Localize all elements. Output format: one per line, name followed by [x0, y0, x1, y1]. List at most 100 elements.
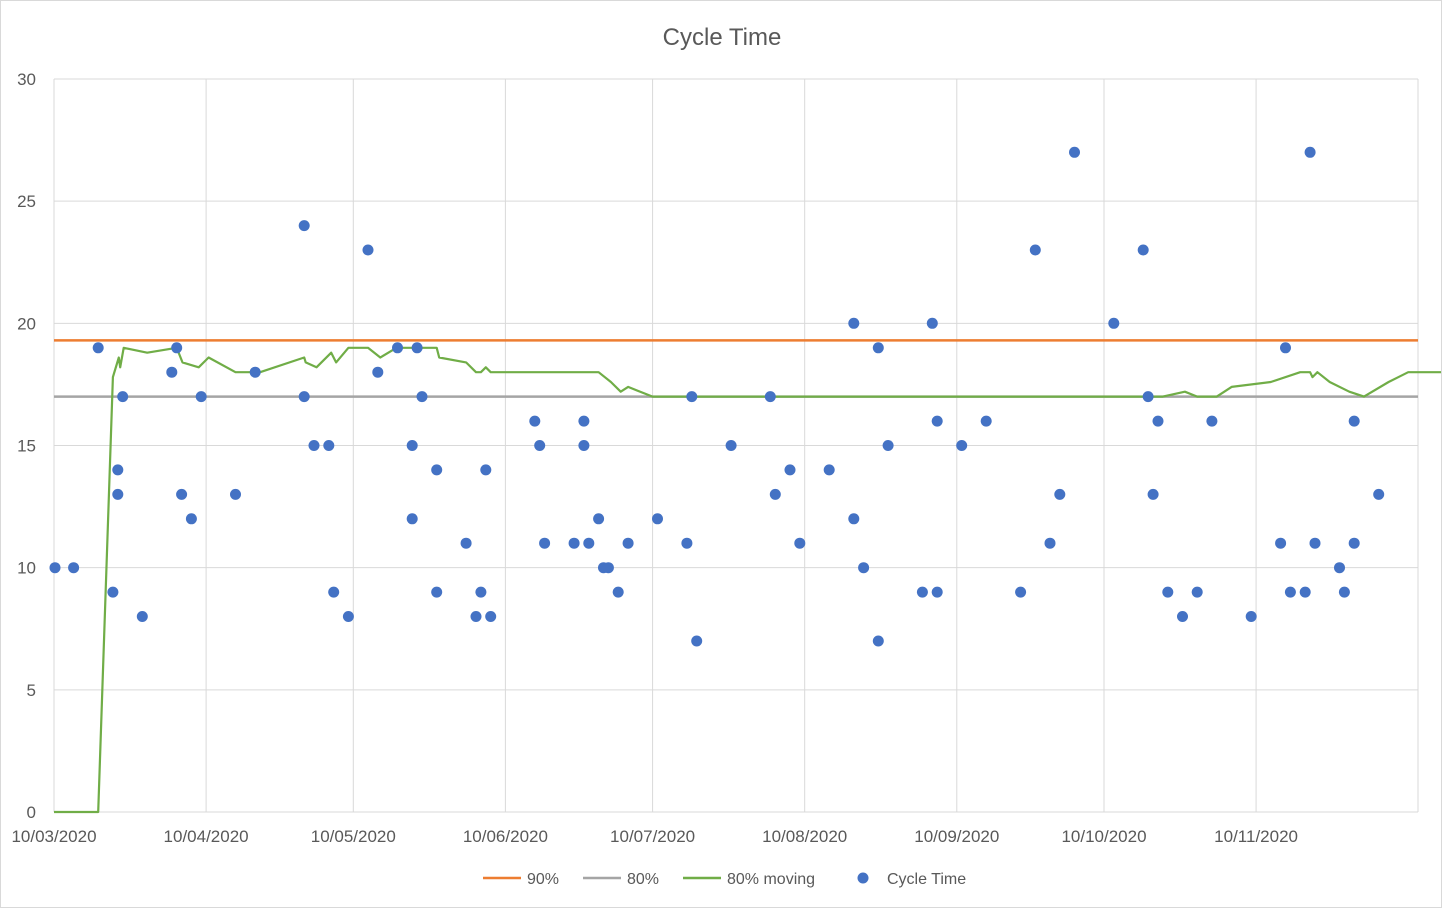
cycle-time-point	[1309, 537, 1321, 549]
cycle-time-point	[593, 513, 605, 525]
cycle-time-point	[1108, 317, 1120, 329]
cycle-time-point	[872, 342, 884, 354]
x-tick-label: 10/04/2020	[164, 827, 249, 846]
x-tick-label: 10/11/2020	[1214, 827, 1298, 846]
cycle-time-point	[882, 440, 894, 451]
cycle-time-point	[539, 537, 551, 549]
legend-label: 90%	[527, 871, 559, 888]
cycle-time-point	[1054, 488, 1066, 500]
cycle-time-point	[602, 562, 614, 574]
cycle-time-point	[583, 537, 595, 549]
gridlines	[53, 78, 1419, 813]
x-tick-label: 10/09/2020	[914, 827, 999, 846]
cycle-time-point	[1137, 244, 1149, 256]
cycle-time-point	[136, 611, 148, 622]
y-tick-label: 15	[17, 437, 36, 456]
x-tick-label: 10/06/2020	[463, 827, 548, 846]
cycle-time-point	[411, 342, 423, 354]
y-tick-label: 25	[17, 192, 36, 211]
cycle-time-point	[392, 342, 403, 354]
cycle-time-point	[1177, 611, 1188, 622]
cycle-time-point	[784, 464, 796, 476]
legend: 90% 80% 80% moving Cycle Time	[483, 871, 966, 888]
cycle-time-point	[980, 415, 992, 427]
cycle-time-point	[112, 488, 124, 500]
y-tick-label: 20	[17, 314, 36, 333]
cycle-time-point	[176, 488, 188, 500]
cycle-time-point	[681, 537, 693, 549]
cycle-time-point	[372, 366, 384, 378]
cycle-time-point	[230, 488, 241, 500]
cycle-time-point	[1348, 415, 1360, 427]
cycle-time-point	[308, 440, 320, 451]
legend-label: Cycle Time	[887, 871, 966, 888]
cycle-time-point	[691, 635, 703, 647]
cycle-time-point	[568, 537, 580, 549]
cycle-time-point	[342, 611, 354, 622]
cycle-time-point	[529, 415, 541, 427]
x-tick-label: 10/07/2020	[610, 827, 695, 846]
cycle-time-point	[1373, 488, 1385, 500]
cycle-time-point	[1338, 586, 1350, 598]
cycle-time-point	[1280, 342, 1291, 354]
cycle-time-point	[686, 391, 698, 403]
cycle-time-point	[1044, 537, 1056, 549]
chart-title: Cycle Time	[663, 24, 782, 51]
y-tick-label: 0	[27, 803, 36, 822]
cycle-time-point	[956, 440, 968, 451]
cycle-time-point	[416, 391, 428, 403]
cycle-time-point	[1191, 586, 1203, 598]
cycle-time-point	[49, 562, 61, 574]
cycle-time-point	[1069, 146, 1080, 158]
cycle-time-point	[1206, 415, 1218, 427]
series-layer	[49, 146, 1441, 814]
cycle-time-point	[1245, 611, 1257, 622]
cycle-time-point	[107, 586, 119, 598]
cycle-time-point	[1162, 586, 1174, 598]
cycle-time-point	[848, 513, 860, 525]
cycle-time-point	[298, 391, 310, 403]
cycle-time-point	[470, 611, 482, 622]
series-80-moving-line	[54, 346, 1441, 814]
y-tick-label: 10	[17, 559, 36, 578]
cycle-time-point	[1284, 586, 1296, 598]
cycle-time-point	[92, 342, 104, 354]
cycle-time-point	[475, 586, 487, 598]
cycle-time-point	[622, 537, 634, 549]
cycle-time-point	[323, 440, 335, 451]
cycle-time-point	[362, 244, 374, 256]
y-tick-label: 5	[27, 681, 36, 700]
legend-marker-cycle-time	[857, 872, 869, 884]
cycle-time-point	[926, 317, 938, 329]
cycle-time-point	[298, 220, 310, 232]
cycle-time-point	[328, 586, 340, 598]
legend-label: 80% moving	[727, 871, 815, 888]
cycle-time-point	[769, 488, 781, 500]
cycle-time-point	[725, 440, 737, 451]
cycle-time-point	[764, 391, 776, 403]
cycle-time-point	[460, 537, 472, 549]
cycle-time-point	[872, 635, 884, 647]
cycle-time-point	[485, 611, 497, 622]
cycle-time-point	[916, 586, 928, 598]
cycle-time-point	[1348, 537, 1360, 549]
x-tick-label: 10/05/2020	[311, 827, 396, 846]
x-tick-label: 10/03/2020	[11, 827, 96, 846]
cycle-time-point	[578, 415, 590, 427]
cycle-time-point	[112, 464, 124, 476]
cycle-time-point	[578, 440, 590, 451]
cycle-time-point	[406, 440, 418, 451]
cycle-time-point	[1299, 586, 1311, 598]
cycle-time-point	[534, 440, 546, 451]
x-tick-label: 10/10/2020	[1061, 827, 1146, 846]
cycle-time-point	[1147, 488, 1159, 500]
cycle-time-point	[931, 415, 943, 427]
cycle-time-point	[1029, 244, 1041, 256]
cycle-time-point	[652, 513, 663, 525]
y-tick-label: 30	[17, 70, 36, 89]
cycle-time-point	[1334, 562, 1345, 574]
cycle-time-point	[166, 366, 178, 378]
cycle-time-point	[1142, 391, 1154, 403]
cycle-time-point	[612, 586, 624, 598]
